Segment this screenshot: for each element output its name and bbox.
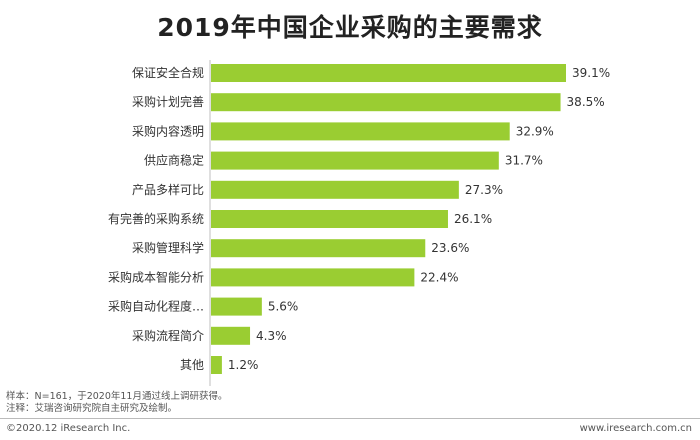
category-label: 采购流程简介 (132, 328, 204, 343)
bar-chart: 保证安全合规 39.1% 采购计划完善 38.5% 采购内容透明 32.9% 供应商稳定 31… (108, 60, 610, 386)
bar (211, 297, 262, 316)
category-label: 采购自动化程度… (108, 299, 204, 314)
bar (211, 93, 561, 112)
value-label: 26.1% (454, 212, 492, 226)
bar (211, 239, 426, 258)
bar (211, 210, 448, 228)
footer-divider (0, 418, 700, 419)
value-label: 39.1% (572, 66, 610, 80)
chart-title: 2019年中国企业采购的主要需求 (157, 13, 543, 42)
bar (211, 326, 251, 345)
value-label: 23.6% (431, 241, 469, 255)
bar (211, 122, 510, 141)
bar (211, 151, 499, 170)
category-label: 产品多样可比 (132, 182, 204, 197)
category-label: 有完善的采购系统 (108, 211, 204, 226)
value-label: 32.9% (516, 124, 554, 138)
source-note: 注释：艾瑞咨询研究院自主研究及绘制。 (6, 403, 178, 414)
copyright-text: ©2020.12 iResearch Inc. (6, 423, 131, 434)
category-label: 采购计划完善 (132, 94, 204, 109)
bar (211, 64, 566, 82)
category-label: 其他 (180, 358, 204, 372)
value-label: 38.5% (567, 95, 605, 109)
sample-note: 样本：N=161，于2020年11月通过线上调研获得。 (6, 391, 228, 402)
category-label: 采购成本智能分析 (108, 269, 204, 284)
value-label: 4.3% (256, 329, 287, 343)
bar (211, 268, 415, 287)
bar (211, 180, 459, 199)
category-label: 供应商稳定 (144, 153, 204, 168)
value-label: 5.6% (268, 300, 299, 314)
category-label: 保证安全合规 (132, 65, 204, 80)
bar (211, 356, 222, 374)
website-text: www.iresearch.com.cn (579, 423, 692, 434)
bars-group: 保证安全合规 39.1% 采购计划完善 38.5% 采购内容透明 32.9% 供应商稳定 31… (108, 64, 610, 374)
category-label: 采购内容透明 (132, 123, 204, 138)
value-label: 27.3% (465, 183, 503, 197)
value-label: 22.4% (420, 270, 458, 284)
category-label: 采购管理科学 (132, 240, 204, 255)
value-label: 1.2% (228, 358, 259, 372)
chart-notes: 样本：N=161，于2020年11月通过线上调研获得。 注释：艾瑞咨询研究院自主… (6, 391, 227, 415)
value-label: 31.7% (505, 154, 543, 168)
